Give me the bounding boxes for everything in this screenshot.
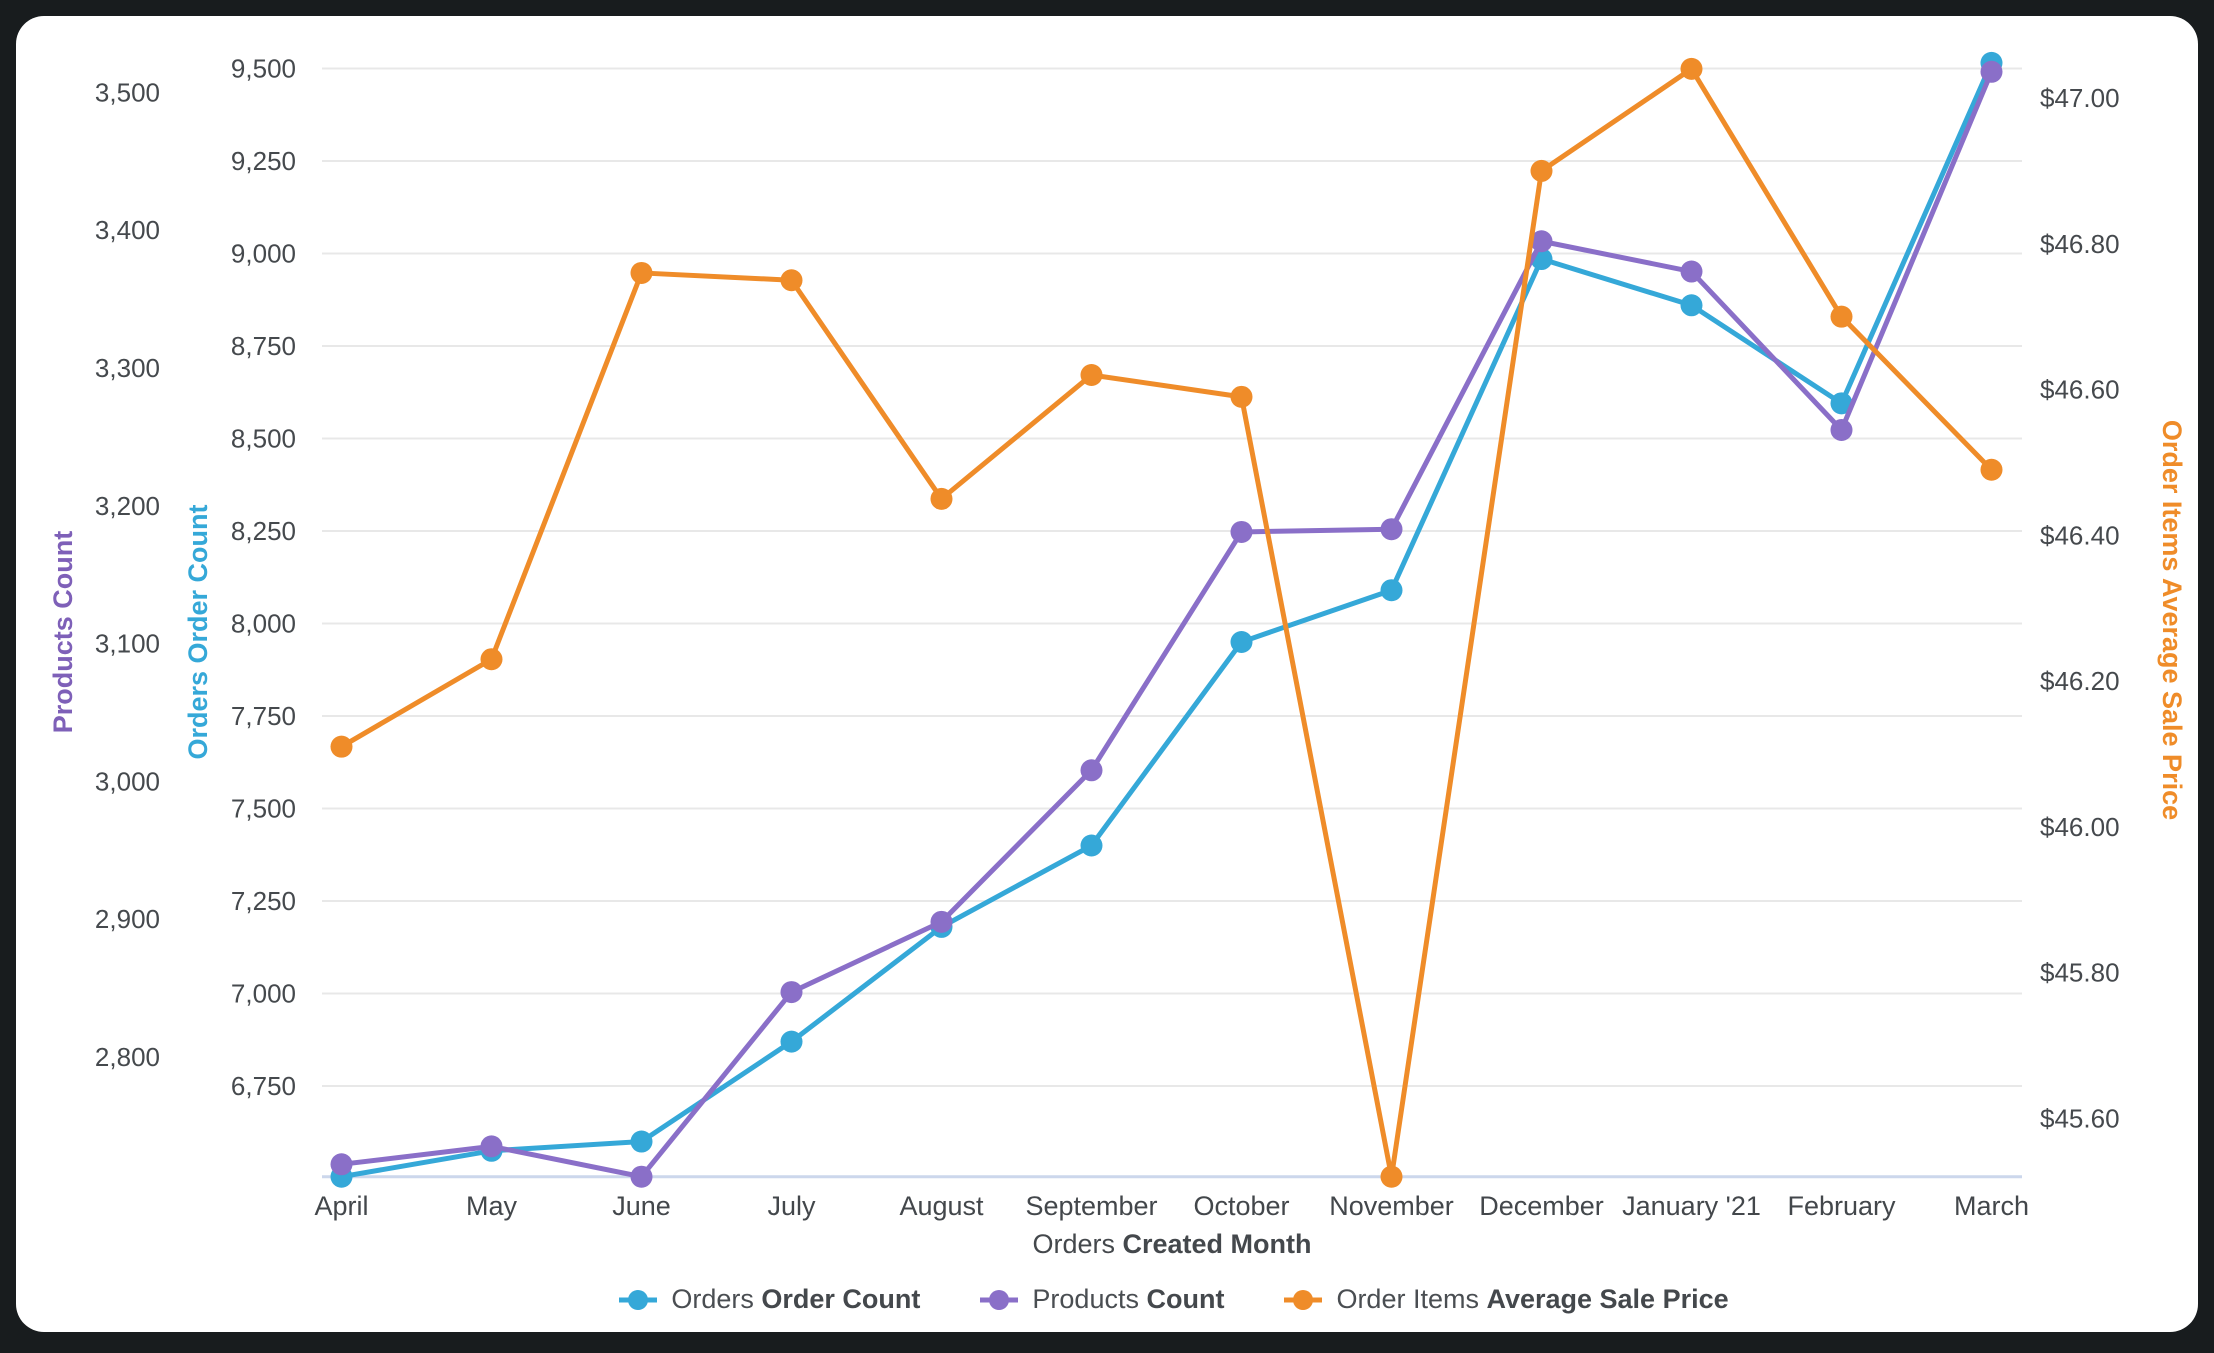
price-tick-label: $46.40 — [2040, 520, 2120, 550]
data-point-price[interactable] — [1230, 385, 1253, 408]
data-point-products[interactable] — [1830, 418, 1853, 441]
data-point-price[interactable] — [1680, 57, 1703, 80]
x-axis-label: November — [1329, 1191, 1454, 1221]
y-axis-title-products: Products Count — [48, 531, 78, 734]
price-tick-label: $46.20 — [2040, 666, 2120, 696]
data-point-orders[interactable] — [1080, 834, 1103, 857]
products-tick-label: 3,000 — [95, 766, 160, 796]
products-tick-label: 3,300 — [95, 353, 160, 383]
axis-tick-labels: 2,800 2,900 3,000 3,100 3,200 3,300 3,400 3,500… — [95, 53, 2120, 1133]
series-line-products — [339, 69, 1994, 1180]
card-background — [16, 16, 2198, 1332]
price-tick-label: $46.80 — [2040, 229, 2120, 259]
orders-tick-label: 7,250 — [231, 886, 296, 916]
gridlines — [322, 67, 2022, 1088]
data-point-price[interactable] — [330, 735, 353, 758]
data-point-price[interactable] — [1980, 458, 2003, 481]
x-axis-label: May — [466, 1191, 518, 1221]
y-axis-title-orders: Orders Order Count — [183, 504, 213, 759]
data-point-products[interactable] — [630, 1165, 653, 1188]
data-point-price[interactable] — [1830, 305, 1853, 328]
x-axis-label: June — [612, 1191, 671, 1221]
products-tick-label: 2,800 — [95, 1042, 160, 1072]
x-axis-label: December — [1479, 1191, 1604, 1221]
x-axis-label: January '21 — [1622, 1191, 1761, 1221]
chart-legend: Orders Order Count Products Count Order It… — [66, 1284, 2214, 1315]
orders-tick-label: 8,750 — [231, 331, 296, 361]
data-point-products[interactable] — [930, 910, 953, 933]
x-axis-label: February — [1787, 1191, 1896, 1221]
x-axis-label: March — [1954, 1191, 2029, 1221]
data-point-products[interactable] — [1080, 759, 1103, 782]
legend-item-orders[interactable]: Orders Order Count — [617, 1284, 920, 1315]
orders-tick-label: 7,000 — [231, 979, 296, 1009]
legend-label-price: Order Items Average Sale Price — [1336, 1284, 1729, 1314]
data-point-price[interactable] — [1530, 159, 1553, 182]
data-point-products[interactable] — [1380, 518, 1403, 541]
data-point-price[interactable] — [930, 487, 953, 510]
orders-tick-label: 7,750 — [231, 701, 296, 731]
legend-label-orders: Orders Order Count — [671, 1284, 921, 1314]
orders-tick-label: 8,000 — [231, 609, 296, 639]
data-point-products[interactable] — [1530, 230, 1553, 253]
products-tick-label: 3,200 — [95, 491, 160, 521]
data-point-price[interactable] — [630, 261, 653, 284]
data-point-products[interactable] — [1980, 60, 2003, 83]
orders-tick-label: 8,250 — [231, 516, 296, 546]
data-point-products[interactable] — [480, 1135, 503, 1158]
data-point-products[interactable] — [1230, 520, 1253, 543]
products-tick-label: 2,900 — [95, 904, 160, 934]
x-axis-labels: April May June July August September October No… — [314, 1191, 2029, 1221]
data-point-orders[interactable] — [1380, 579, 1403, 602]
orders-tick-label: 9,250 — [231, 146, 296, 176]
data-point-price[interactable] — [1380, 1165, 1403, 1188]
price-tick-label: $45.80 — [2040, 958, 2120, 988]
price-tick-label: $46.60 — [2040, 375, 2120, 405]
x-axis-label: August — [899, 1191, 984, 1221]
data-point-orders[interactable] — [780, 1030, 803, 1053]
orders-tick-label: 9,000 — [231, 238, 296, 268]
x-axis-label: July — [767, 1191, 816, 1221]
x-axis-label: April — [314, 1191, 368, 1221]
price-tick-label: $47.00 — [2040, 83, 2120, 113]
legend-item-price[interactable]: Order Items Average Sale Price — [1282, 1284, 1729, 1315]
legend-marker-price — [1284, 1289, 1323, 1310]
orders-tick-label: 9,500 — [231, 53, 296, 83]
series-layer — [330, 51, 2003, 1188]
legend-item-products[interactable]: Products Count — [978, 1284, 1224, 1315]
data-point-products[interactable] — [1680, 260, 1703, 283]
series-line-price — [339, 66, 1994, 1180]
data-point-price[interactable] — [480, 648, 503, 671]
products-tick-label: 3,100 — [95, 629, 160, 659]
orders-tick-label: 7,500 — [231, 794, 296, 824]
price-tick-label: $45.60 — [2040, 1103, 2120, 1133]
data-point-price[interactable] — [1080, 363, 1103, 386]
orders-tick-label: 8,500 — [231, 423, 296, 453]
y-axis-title-price: Order Items Average Sale Price — [2157, 420, 2187, 820]
legend-label-products: Products Count — [1032, 1284, 1225, 1314]
data-point-products[interactable] — [330, 1153, 353, 1176]
data-point-price[interactable] — [780, 269, 803, 292]
x-axis-title: Orders Created Month — [1032, 1229, 1311, 1259]
legend-marker-products — [980, 1289, 1019, 1310]
legend-marker-orders — [619, 1289, 658, 1310]
data-point-orders[interactable] — [630, 1130, 653, 1153]
data-point-orders[interactable] — [1680, 294, 1703, 317]
x-axis-label: September — [1025, 1191, 1157, 1221]
x-axis-label: October — [1193, 1191, 1289, 1221]
data-point-orders[interactable] — [1230, 631, 1253, 654]
data-point-products[interactable] — [780, 981, 803, 1004]
products-tick-label: 3,400 — [95, 215, 160, 245]
orders-tick-label: 6,750 — [231, 1071, 296, 1101]
products-tick-label: 3,500 — [95, 77, 160, 107]
data-point-orders[interactable] — [1830, 392, 1853, 415]
series-line-orders — [339, 60, 1994, 1180]
price-tick-label: $46.00 — [2040, 812, 2120, 842]
